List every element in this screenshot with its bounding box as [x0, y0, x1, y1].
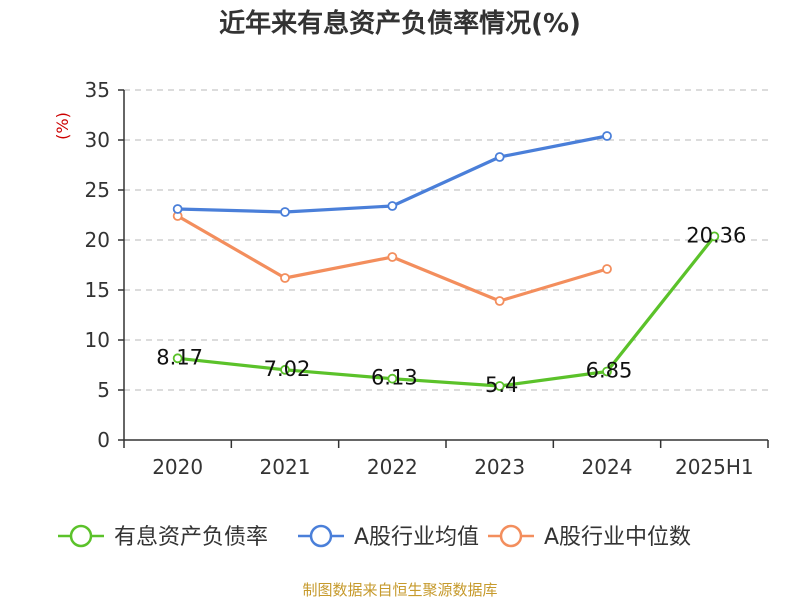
y-tick-label: 20 — [85, 228, 110, 252]
data-point[interactable] — [602, 366, 612, 377]
data-point[interactable] — [387, 201, 398, 211]
legend-label: A股行业均值 — [354, 525, 479, 550]
data-point[interactable] — [709, 231, 720, 242]
y-axis-label: (%) — [53, 112, 72, 140]
y-tick-label: 30 — [85, 128, 110, 152]
legend-label: 有息资产负债率 — [114, 525, 268, 550]
legend[interactable]: 有息资产负债率 A股行业均值 A股行业中位数 — [58, 524, 691, 550]
legend-marker-icon — [69, 524, 93, 548]
data-point[interactable] — [494, 152, 505, 162]
y-tick-label: 10 — [85, 328, 110, 352]
data-point[interactable] — [280, 207, 290, 217]
data-point[interactable] — [280, 273, 290, 283]
y-tick-label: 25 — [85, 178, 110, 202]
data-point[interactable] — [172, 204, 183, 214]
x-tick-label: 2022 — [367, 455, 418, 479]
data-label: 7.02 — [264, 357, 311, 381]
data-point[interactable] — [602, 131, 612, 141]
legend-label: A股行业中位数 — [544, 525, 691, 550]
series-line — [177, 235, 716, 388]
y-tick-label: 35 — [85, 78, 110, 102]
data-label: 20.36 — [686, 223, 746, 247]
data-label: 6.13 — [371, 366, 418, 390]
data-label: 6.85 — [586, 359, 633, 383]
x-tick-label: 2023 — [474, 455, 525, 479]
gridlines — [124, 89, 768, 391]
series-lines — [172, 131, 720, 391]
data-point[interactable] — [494, 381, 505, 391]
data-point[interactable] — [172, 353, 183, 364]
x-tick-label: 2025H1 — [675, 455, 754, 479]
series-line — [177, 134, 608, 214]
y-tick-label: 15 — [85, 278, 110, 302]
data-point[interactable] — [280, 364, 290, 375]
data-point[interactable] — [494, 296, 505, 306]
data-label: 5.4 — [485, 373, 518, 397]
data-point[interactable] — [602, 264, 612, 274]
chart-title: 近年来有息资产负债率情况(%) — [219, 8, 581, 39]
data-labels: 8.17 7.02 6.13 5.4 6.85 20.36 — [156, 223, 746, 397]
x-tick-label: 2021 — [260, 455, 311, 479]
x-tick-label: 2020 — [152, 455, 203, 479]
data-label: 8.17 — [156, 345, 203, 369]
data-point[interactable] — [387, 252, 398, 262]
legend-marker-icon — [499, 524, 523, 548]
axes: 0 5 10 15 20 25 30 35 2020 2021 2022 2023 2024 2025H1 — [85, 78, 769, 479]
legend-marker-icon — [309, 524, 333, 548]
y-tick-label: 5 — [97, 378, 110, 402]
legend-item[interactable]: A股行业均值 — [298, 524, 479, 550]
y-tick-label: 0 — [97, 428, 110, 452]
source-note: 制图数据来自恒生聚源数据库 — [302, 581, 497, 599]
legend-item[interactable]: A股行业中位数 — [488, 524, 691, 550]
legend-item[interactable]: 有息资产负债率 — [58, 524, 268, 550]
x-tick-label: 2024 — [582, 455, 633, 479]
data-point[interactable] — [387, 373, 398, 384]
